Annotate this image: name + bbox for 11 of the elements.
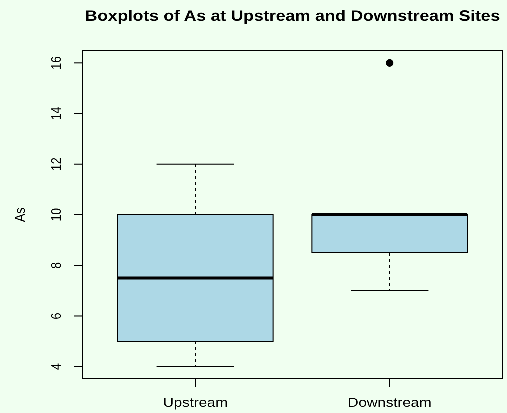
y-tick-label: 10 <box>48 208 64 222</box>
y-tick-label: 16 <box>48 56 64 70</box>
x-tick-label: Downstream <box>348 394 432 410</box>
y-tick-label: 8 <box>48 262 64 269</box>
y-tick-label: 14 <box>48 107 64 120</box>
y-axis-title: As <box>12 207 28 222</box>
y-tick-label: 12 <box>48 158 64 172</box>
y-tick-label: 4 <box>48 364 64 370</box>
y-tick-label: 6 <box>48 312 64 320</box>
x-tick-label: Upstream <box>163 394 228 410</box>
chart-title: Boxplots of As at Upstream and Downstream Sites <box>85 8 500 25</box>
